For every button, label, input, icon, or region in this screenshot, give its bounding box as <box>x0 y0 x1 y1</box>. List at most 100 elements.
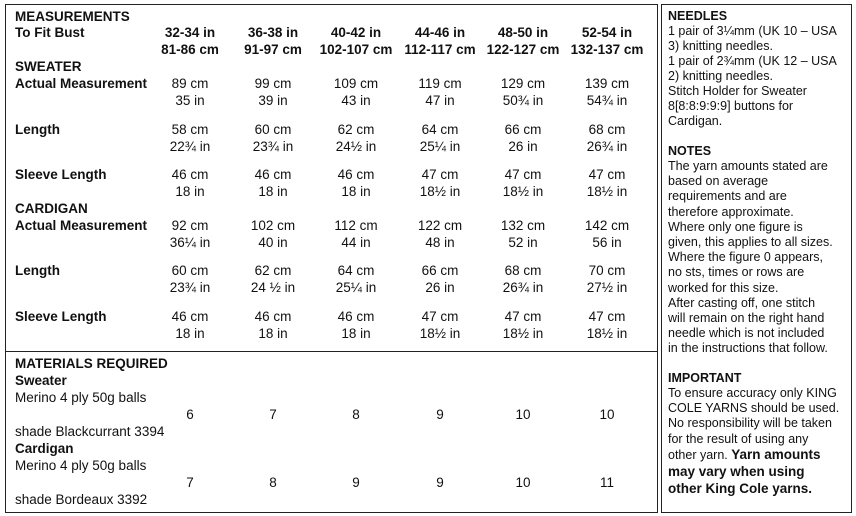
value-in: 23¾ in <box>252 139 294 154</box>
value-cm: 47 cm <box>421 309 459 324</box>
section-heading: CARDIGAN <box>15 201 88 216</box>
size-in: 48-50 in <box>497 25 549 40</box>
info-line: 3) knitting needles. <box>668 39 773 53</box>
row-label: Actual Measurement <box>15 218 148 233</box>
value-in: 24 ½ in <box>250 280 296 295</box>
divider <box>5 351 658 352</box>
info-line: The yarn amounts stated are <box>668 159 828 173</box>
value-in: 18½ in <box>586 184 628 199</box>
row-label: Length <box>15 263 60 278</box>
info-line: Cardigan. <box>668 114 723 128</box>
value-cm: 112 cm <box>334 218 378 233</box>
size-in: 44-46 in <box>414 25 466 40</box>
value-in: 40 in <box>258 235 288 250</box>
value-in: 52 in <box>508 235 538 250</box>
value-cm: 46 cm <box>254 167 292 182</box>
info-line: No responsibility will be taken <box>668 416 832 431</box>
value-cm: 92 cm <box>171 218 209 233</box>
ball-count: 6 <box>186 407 194 422</box>
value-in: 39 in <box>258 93 288 108</box>
value-in: 18½ in <box>419 184 461 199</box>
info-line: in the instructions that follow. <box>668 341 828 356</box>
value-in: 25¼ in <box>335 280 377 295</box>
value-cm: 47 cm <box>504 309 542 324</box>
value-cm: 58 cm <box>171 122 209 137</box>
value-in: 18½ in <box>586 326 628 341</box>
shade: shade Bordeaux 3392 <box>15 492 148 507</box>
value-cm: 47 cm <box>421 167 459 182</box>
value-in: 54¾ in <box>586 93 628 108</box>
ball-count: 9 <box>436 407 444 422</box>
row-label: Sleeve Length <box>15 309 107 324</box>
info-line: no sts, times or rows are <box>668 265 805 280</box>
value-cm: 60 cm <box>254 122 292 137</box>
ball-count: 11 <box>599 475 615 490</box>
info-line: for the result of using any <box>668 431 809 446</box>
value-cm: 70 cm <box>588 263 626 278</box>
ball-count: 7 <box>269 407 277 422</box>
info-line: Where the figure 0 appears, <box>668 250 823 265</box>
info-line: requirements and are <box>668 189 787 204</box>
ball-count: 9 <box>436 475 444 490</box>
size-cm: 81-86 cm <box>161 42 219 57</box>
shade: shade Blackcurrant 3394 <box>15 424 165 439</box>
section-heading: MATERIALS REQUIRED <box>15 356 168 371</box>
item-heading: Sweater <box>15 373 67 388</box>
size-in: 52-54 in <box>581 25 633 40</box>
value-in: 18 in <box>175 326 205 341</box>
info-line: 1 pair of 2¾mm (UK 12 – USA <box>668 54 837 68</box>
value-in: 26¾ in <box>502 280 544 295</box>
value-in: 18 in <box>258 184 288 199</box>
info-line: 8[8:8:9:9:9] buttons for <box>668 99 794 113</box>
info-line: To ensure accuracy only KING <box>668 386 837 400</box>
value-in: 50¾ in <box>502 93 544 108</box>
value-cm: 47 cm <box>588 167 626 182</box>
size-cm: 102-107 cm <box>319 42 393 57</box>
value-cm: 60 cm <box>171 263 209 278</box>
size-cm: 122-127 cm <box>486 42 560 57</box>
value-in: 48 in <box>425 235 455 250</box>
info-line: other yarn. Yarn amounts <box>668 446 821 462</box>
info-line: based on average <box>668 174 769 189</box>
value-cm: 89 cm <box>171 76 209 91</box>
row-label: Actual Measurement <box>15 76 148 91</box>
value-cm: 62 cm <box>337 122 375 137</box>
value-in: 25¼ in <box>419 139 461 154</box>
value-in: 18 in <box>341 184 371 199</box>
value-cm: 64 cm <box>337 263 375 278</box>
value-in: 18½ in <box>502 184 544 199</box>
value-cm: 122 cm <box>417 218 463 233</box>
ball-count: 7 <box>186 475 194 490</box>
info-line: needle which is not included <box>668 326 825 341</box>
value-cm: 62 cm <box>254 263 292 278</box>
value-cm: 64 cm <box>421 122 459 137</box>
ball-count: 8 <box>352 407 360 422</box>
value-cm: 47 cm <box>588 309 626 324</box>
emphasis: may vary when using <box>668 463 805 479</box>
value-in: 18 in <box>258 326 288 341</box>
value-in: 36¼ in <box>169 235 211 250</box>
value-in: 44 in <box>341 235 371 250</box>
info-line: Stitch Holder for Sweater <box>668 84 807 98</box>
info-line: After casting off, one stitch <box>668 295 816 310</box>
size-in: 40-42 in <box>330 25 382 40</box>
table-frame <box>5 4 658 513</box>
info-line: COLE YARNS should be used. <box>668 401 840 416</box>
size-in: 36-38 in <box>247 25 299 40</box>
info-line: 1 pair of 3¼mm (UK 10 – USA <box>668 24 837 38</box>
info-line: 2) knitting needles. <box>668 69 773 83</box>
value-in: 35 in <box>175 93 205 108</box>
ball-count: 10 <box>515 475 531 490</box>
value-cm: 46 cm <box>337 309 375 324</box>
size-cm: 112-117 cm <box>404 42 476 57</box>
value-cm: 132 cm <box>500 218 546 233</box>
value-in: 23¾ in <box>169 280 211 295</box>
value-cm: 47 cm <box>504 167 542 182</box>
value-in: 56 in <box>592 235 622 250</box>
ball-count: 10 <box>515 407 531 422</box>
emphasis: other King Cole yarns. <box>668 480 813 496</box>
value-in: 26 in <box>508 139 538 154</box>
value-cm: 46 cm <box>337 167 375 182</box>
value-cm: 68 cm <box>588 122 626 137</box>
